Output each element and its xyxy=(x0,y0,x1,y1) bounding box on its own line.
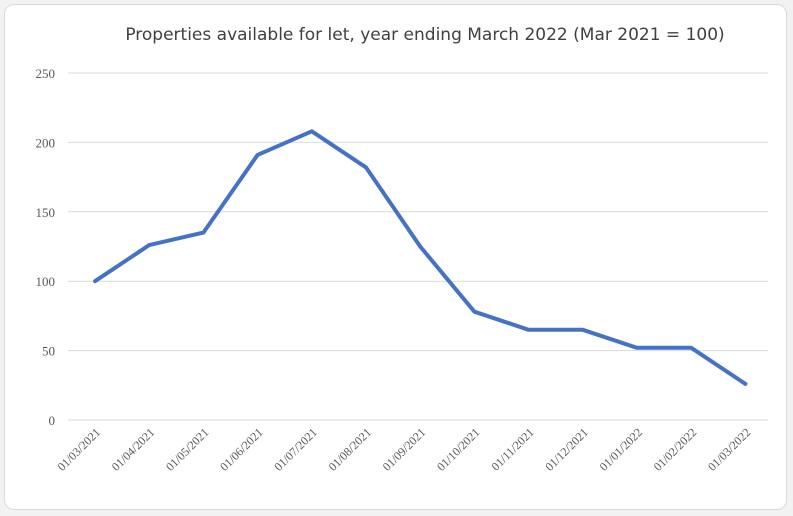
x-axis-ticks: 01/03/2021 01/04/2021 01/05/2021 01/06/2021… xyxy=(55,425,754,474)
x-tick-label: 01/09/2021 xyxy=(380,425,429,474)
y-tick-label: 100 xyxy=(36,274,56,289)
series-layer xyxy=(93,129,748,386)
x-tick-label: 01/03/2021 xyxy=(55,425,104,474)
y-tick-label: 0 xyxy=(49,413,56,428)
series-line xyxy=(93,129,748,386)
y-tick-label: 200 xyxy=(36,135,56,150)
x-tick-label: 01/11/2021 xyxy=(488,425,536,473)
x-tick-label: 01/05/2021 xyxy=(163,425,212,474)
x-tick-label: 01/01/2022 xyxy=(597,425,646,474)
y-axis-ticks: 0 50 100 150 200 250 xyxy=(36,66,56,428)
y-tick-label: 150 xyxy=(36,205,56,220)
y-tick-label: 50 xyxy=(42,344,55,359)
x-tick-label: 01/04/2021 xyxy=(109,425,158,474)
x-tick-label: 01/02/2022 xyxy=(651,425,700,474)
x-tick-label: 01/03/2022 xyxy=(705,425,754,474)
y-tick-label: 250 xyxy=(36,66,56,81)
chart-title: Properties available for let, year endin… xyxy=(125,25,724,45)
x-tick-label: 01/07/2021 xyxy=(271,425,320,474)
x-tick-label: 01/08/2021 xyxy=(326,425,375,474)
x-tick-label: 01/12/2021 xyxy=(542,425,591,474)
gridlines xyxy=(68,72,768,421)
x-tick-label: 01/06/2021 xyxy=(217,425,266,474)
x-tick-label: 01/10/2021 xyxy=(434,425,483,474)
